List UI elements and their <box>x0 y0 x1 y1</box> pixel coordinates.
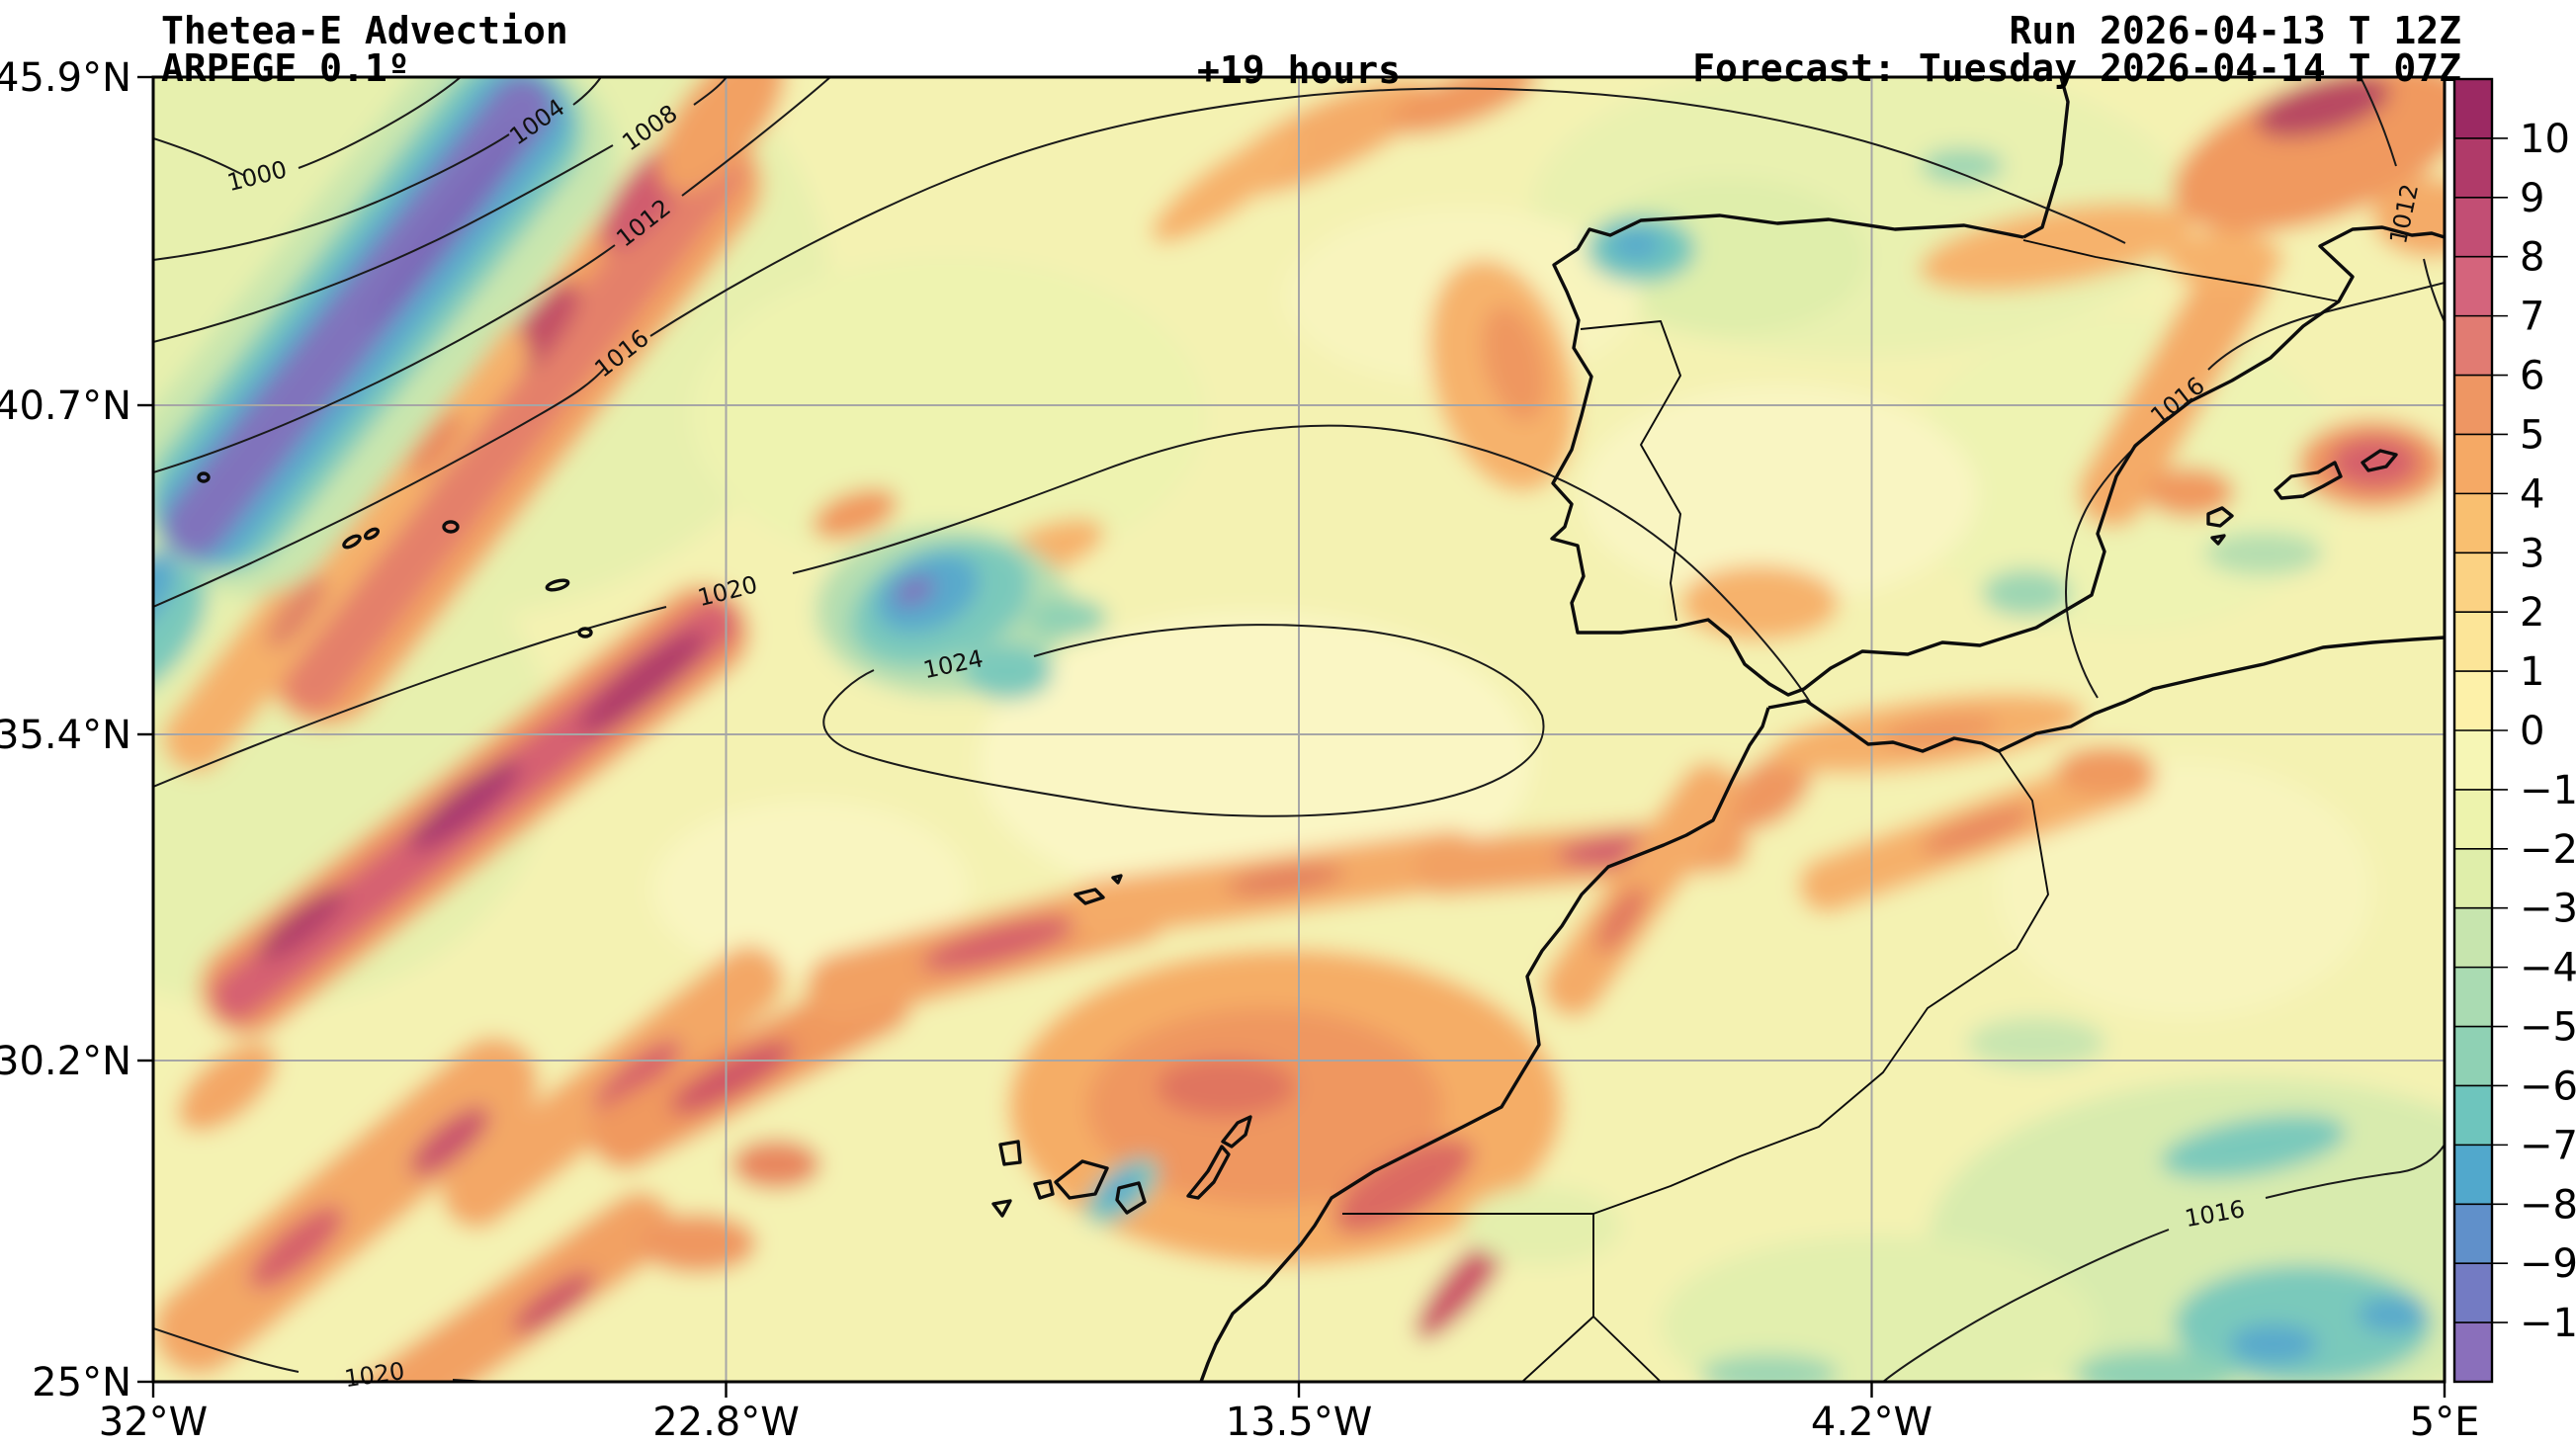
lead-time-label: +19 hours <box>1197 48 1401 92</box>
y-tick-label: 40.7°N <box>0 383 131 429</box>
colorbar-tick-label: 9 <box>2520 176 2544 221</box>
graticule <box>153 77 2445 1382</box>
x-tick-label: 22.8°W <box>652 1400 800 1445</box>
colorbar-segment <box>2454 848 2492 909</box>
colorbar-tick-label: 6 <box>2520 354 2544 399</box>
model-label: ARPEGE 0.1º <box>161 46 410 90</box>
colorbar-tick-label: 8 <box>2520 235 2544 281</box>
x-tick-label: 32°W <box>99 1400 208 1445</box>
x-tick-label: 13.5°W <box>1226 1400 1373 1445</box>
colorbar-segment <box>2454 375 2492 436</box>
colorbar-tick-label: −4 <box>2520 946 2576 991</box>
run-label: Run 2026-04-13 T 12Z <box>2009 9 2461 52</box>
figure-header: Thetea-E Advection ARPEGE 0.1º +19 hours… <box>161 9 2461 92</box>
colorbar-tick-label: 0 <box>2520 709 2544 754</box>
colorbar-segment <box>2454 315 2492 377</box>
colorbar-segment <box>2454 1026 2492 1087</box>
axis-labels: 45.9°N 40.7°N 35.4°N 30.2°N 25°N 32°W 22… <box>0 55 2479 1445</box>
colorbar-tick-label: 2 <box>2520 590 2544 636</box>
colorbar-segment <box>2454 493 2492 553</box>
x-tick-label: 4.2°W <box>1811 1400 1932 1445</box>
colorbar-segment <box>2454 789 2492 850</box>
y-tick-label: 30.2°N <box>0 1039 131 1084</box>
colorbar-tick-label: −7 <box>2520 1123 2576 1168</box>
coastlines <box>197 77 2445 1382</box>
colorbar-tick-label: 10 <box>2520 117 2570 162</box>
colorbar-tick-label: 1 <box>2520 649 2544 695</box>
colorbar-tick-label: −1 <box>2520 768 2576 813</box>
chart-title: Thetea-E Advection <box>161 9 568 52</box>
colorbar-segment <box>2454 553 2492 613</box>
colorbar-tick-label: 3 <box>2520 531 2544 576</box>
forecast-label: Forecast: Tuesday 2026-04-14 T 07Z <box>1692 46 2461 90</box>
colorbar-tick-label: 7 <box>2520 295 2544 340</box>
colorbar-segment <box>2454 907 2492 969</box>
colorbar-segment <box>2454 137 2492 199</box>
axis-ticks <box>137 75 2447 1398</box>
colorbar-tick-label: −9 <box>2520 1241 2576 1287</box>
colorbar-segment <box>2454 434 2492 494</box>
colorbar-segment <box>2454 1322 2492 1383</box>
x-tick-label: 5°E <box>2410 1400 2480 1445</box>
colorbar-segment <box>2454 256 2492 317</box>
colorbar-tick-label: −8 <box>2520 1182 2576 1228</box>
isobar-contours <box>153 77 2445 1382</box>
y-tick-label: 25°N <box>32 1360 131 1405</box>
colorbar-tick-label: −3 <box>2520 887 2576 932</box>
colorbar-segment <box>2454 197 2492 258</box>
colorbar-segment <box>2454 612 2492 672</box>
colorbar-tick-label: 5 <box>2520 412 2544 458</box>
colorbar-segment <box>2454 1263 2492 1323</box>
colorbar-segment <box>2454 967 2492 1028</box>
colorbar-segment <box>2454 79 2492 139</box>
y-tick-label: 45.9°N <box>0 55 131 101</box>
colorbar-tick-label: −6 <box>2520 1063 2576 1109</box>
y-tick-label: 35.4°N <box>0 713 131 758</box>
colorbar-tick-label: −5 <box>2520 1005 2576 1051</box>
colorbar-segment <box>2454 1145 2492 1205</box>
colorbar-tick-label: −10 <box>2520 1301 2576 1346</box>
colorbar-tick-label: −2 <box>2520 827 2576 873</box>
colorbar-segment <box>2454 1085 2492 1146</box>
colorbar-tick-label: 4 <box>2520 471 2544 517</box>
colorbar-segment <box>2454 1204 2492 1264</box>
colorbar-segment <box>2454 671 2492 731</box>
colorbar-segment <box>2454 730 2492 791</box>
